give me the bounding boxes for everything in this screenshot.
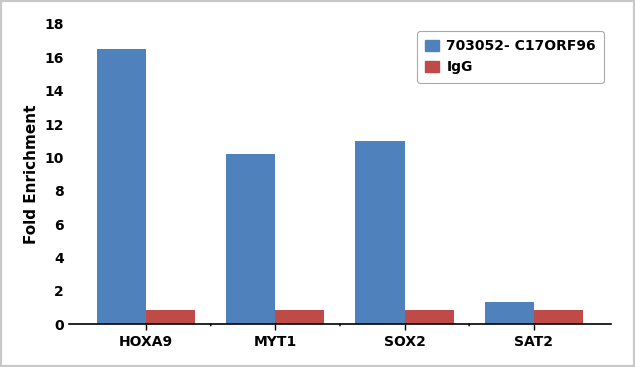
Legend: 703052- C17ORF96, IgG: 703052- C17ORF96, IgG xyxy=(417,31,605,83)
Bar xyxy=(276,310,324,324)
Bar xyxy=(356,141,404,324)
Bar xyxy=(533,310,583,324)
Bar xyxy=(146,310,196,324)
Bar xyxy=(226,154,276,324)
Bar xyxy=(404,310,453,324)
Bar xyxy=(97,49,146,324)
Y-axis label: Fold Enrichment: Fold Enrichment xyxy=(23,104,39,244)
Bar xyxy=(485,302,533,324)
